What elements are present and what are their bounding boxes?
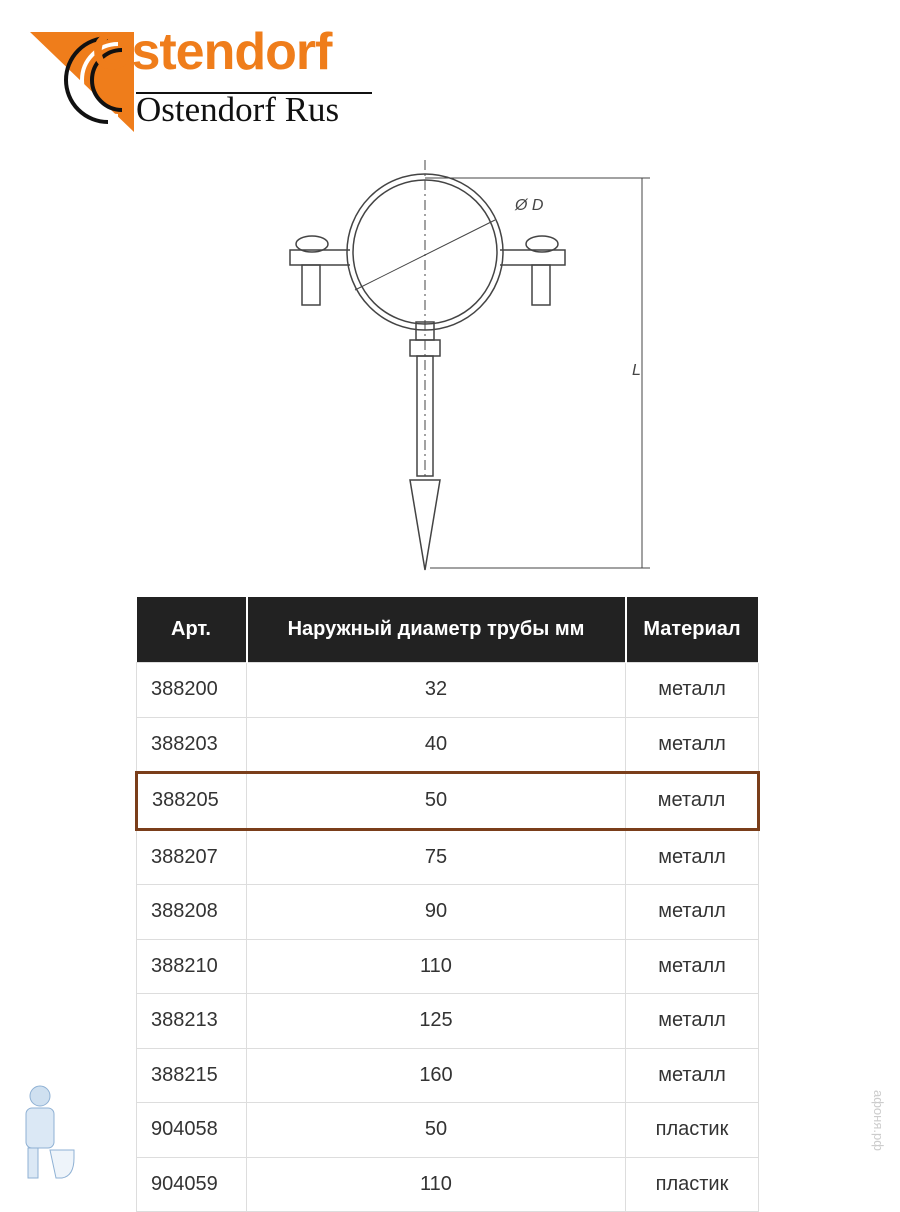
cell-diameter: 110 <box>246 1156 626 1212</box>
header-diameter: Наружный диаметр трубы мм <box>246 597 627 663</box>
cell-diameter: 90 <box>246 884 626 940</box>
table-row: 388200 32 металл <box>136 662 759 718</box>
cell-art: 388215 <box>136 1047 247 1103</box>
table-row: 388207 75 металл <box>136 828 759 885</box>
cell-art: 904059 <box>136 1156 247 1212</box>
table-row: 388208 90 металл <box>136 884 759 940</box>
cell-art: 904058 <box>136 1102 247 1158</box>
cell-art: 388200 <box>136 662 247 718</box>
cell-diameter: 125 <box>246 993 626 1049</box>
logo-mark-icon <box>30 32 134 132</box>
cell-material: металл <box>625 1047 759 1103</box>
table-row: 904058 50 пластик <box>136 1102 759 1158</box>
ostendorf-logo: Ostendorf Ostendorf Rus <box>30 23 380 138</box>
logo-subtitle: Ostendorf Rus <box>136 90 340 129</box>
cell-diameter: 75 <box>246 828 626 885</box>
cell-art: 388210 <box>136 938 247 994</box>
cell-material: металл <box>625 884 759 940</box>
cell-material: металл <box>625 993 759 1049</box>
table-row: 388213 125 металл <box>136 993 759 1049</box>
table-row: 388215 160 металл <box>136 1047 759 1103</box>
table-row: 388210 110 металл <box>136 938 759 994</box>
plumber-mascot-icon <box>25 1085 75 1179</box>
product-table: Арт. Наружный диаметр трубы мм Материал … <box>135 597 760 1212</box>
cell-material: металл <box>625 771 760 831</box>
cell-diameter: 40 <box>246 716 626 773</box>
pipe-clamp-drawing: Ø D L <box>289 160 650 571</box>
table-header: Арт. Наружный диаметр трубы мм Материал <box>136 597 760 663</box>
logo-divider <box>136 92 372 94</box>
cell-art: 388207 <box>136 828 247 885</box>
cell-art: 388205 <box>135 771 247 831</box>
diameter-label: Ø D <box>514 197 544 214</box>
logo-brand: Ostendorf <box>92 23 332 81</box>
cell-material: металл <box>625 938 759 994</box>
header-material: Материал <box>625 597 760 663</box>
cell-diameter: 50 <box>246 1102 626 1158</box>
cell-material: металл <box>625 828 759 885</box>
cell-art: 388213 <box>136 993 247 1049</box>
header-art: Арт. <box>136 597 248 663</box>
cell-diameter: 32 <box>246 662 626 718</box>
watermark: афоня.рф <box>871 1090 886 1151</box>
cell-art: 388203 <box>136 716 247 773</box>
cell-art: 388208 <box>136 884 247 940</box>
table-row-highlighted: 388205 50 металл <box>135 771 760 831</box>
cell-material: пластик <box>625 1102 759 1158</box>
cell-material: металл <box>625 716 759 773</box>
cell-diameter: 110 <box>246 938 626 994</box>
cell-diameter: 160 <box>246 1047 626 1103</box>
length-label: L <box>632 362 641 379</box>
table-row: 388203 40 металл <box>136 716 759 773</box>
cell-material: металл <box>625 662 759 718</box>
table-row: 904059 110 пластик <box>136 1156 759 1212</box>
cell-diameter: 50 <box>246 771 626 831</box>
cell-material: пластик <box>625 1156 759 1212</box>
